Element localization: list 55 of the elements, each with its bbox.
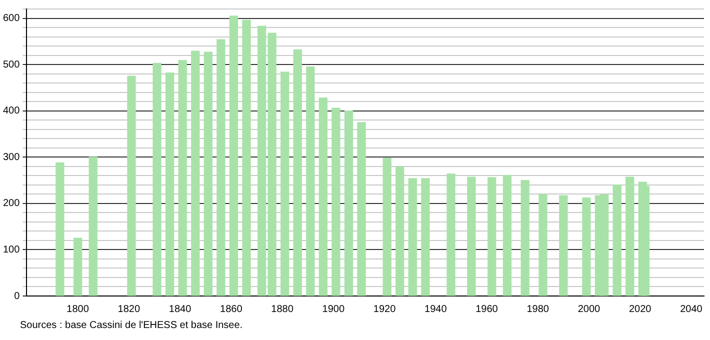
y-tick-label: 600 [2,13,20,24]
bar [332,108,340,296]
bar [640,186,650,296]
x-tick-label: 2000 [578,304,601,315]
bar [382,158,392,296]
bar [280,72,290,296]
bar [229,16,238,296]
bar [344,110,354,296]
bar [204,52,212,296]
y-tick-label: 200 [2,198,20,210]
bar [73,238,82,296]
bar [467,176,476,296]
x-tick-label: 2040 [680,304,703,315]
bar [216,39,226,296]
bar [191,50,200,296]
x-tick-label: 2020 [628,304,652,315]
bar [626,176,634,296]
bar [408,178,417,296]
bar [306,66,315,296]
bar [293,49,302,296]
bar [357,122,366,296]
x-tick-label: 1800 [66,304,90,315]
bar [520,180,530,296]
bar [152,62,162,296]
x-tick-label: 1920 [373,304,396,315]
bar [56,162,64,296]
bar [396,166,404,296]
bar [538,194,548,296]
source-note: Sources : base Cassini de l'EHESS et base Insee. [20,320,244,331]
x-tick-label: 1820 [118,304,140,315]
bar [242,20,251,296]
x-tick-label: 1960 [476,304,498,315]
bar [502,174,512,296]
y-tick-label: 500 [2,59,20,70]
bar [318,98,328,296]
bar [178,60,187,296]
bar [559,195,568,296]
y-tick-label: 0 [14,290,20,302]
bar [582,198,591,296]
bar [421,178,430,296]
bar [88,156,98,296]
x-tick-label: 1860 [220,304,243,315]
x-tick-label: 1840 [168,304,192,315]
bar [612,184,622,296]
y-tick-label: 300 [2,152,20,163]
bar [165,72,174,296]
x-tick-label: 1900 [322,304,345,315]
x-tick-label: 1940 [424,304,448,315]
bar [488,177,496,296]
y-tick-label: 100 [2,244,20,256]
x-tick-label: 1880 [271,304,294,315]
bar [446,173,456,296]
bar [127,76,136,296]
y-tick-label: 400 [2,106,20,117]
x-tick-label: 1980 [526,304,550,315]
